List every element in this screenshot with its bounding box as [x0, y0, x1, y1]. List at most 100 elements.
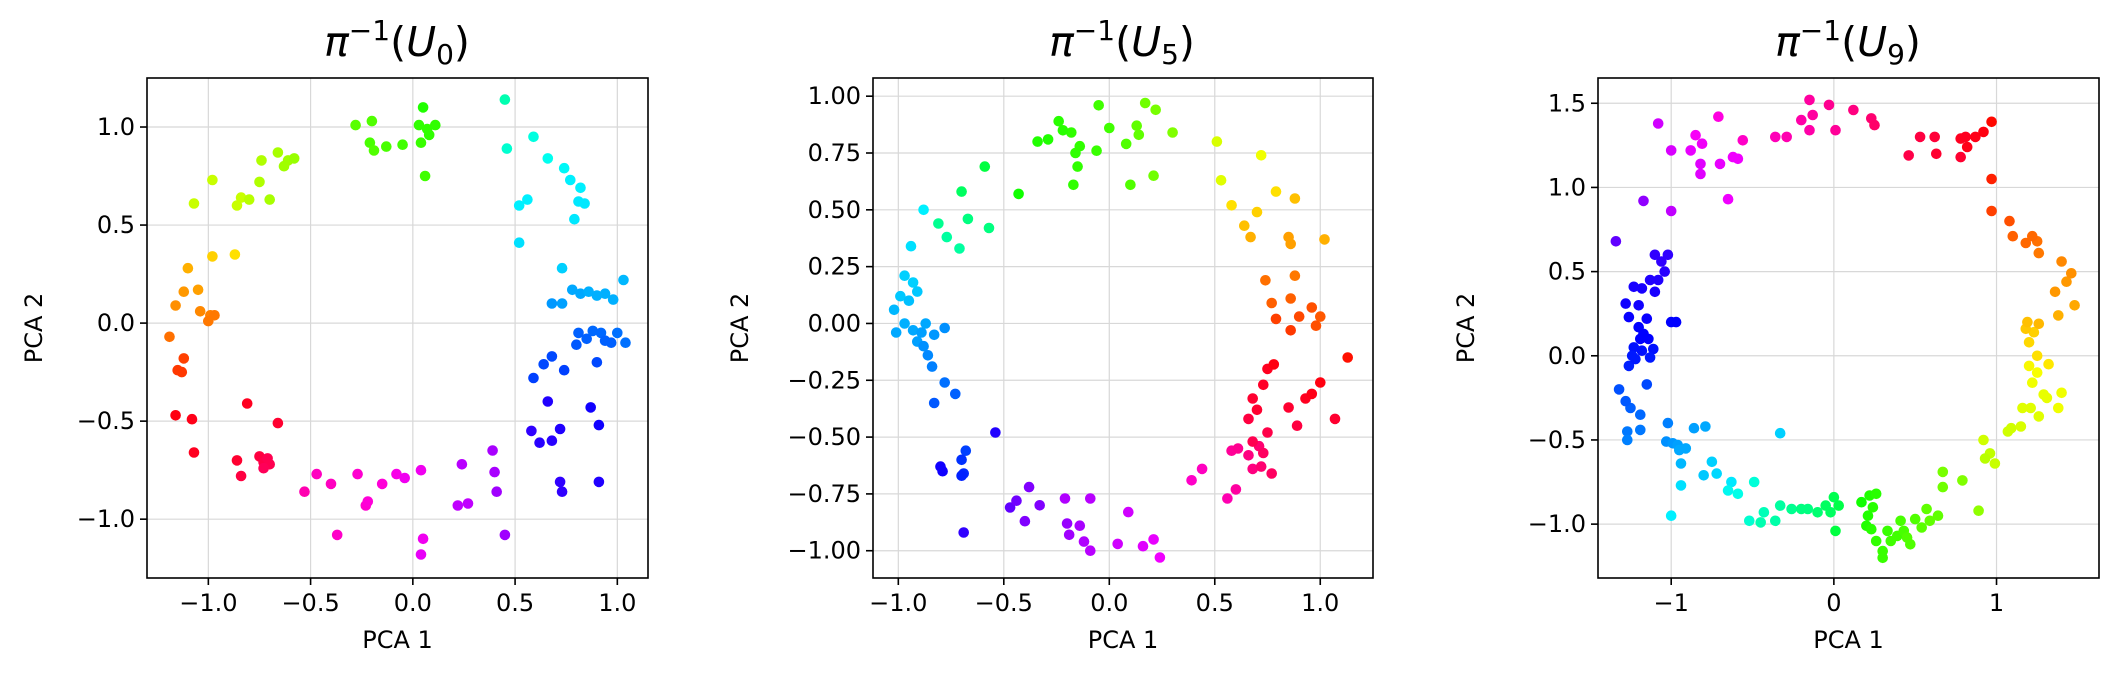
data-point — [1804, 94, 1815, 106]
data-point — [939, 377, 950, 388]
title-base: π — [1049, 18, 1075, 66]
data-point — [1268, 359, 1280, 370]
data-point — [1266, 468, 1277, 479]
data-point — [1285, 293, 1296, 304]
data-point — [1255, 150, 1267, 161]
data-point — [311, 468, 323, 480]
data-point — [1255, 461, 1267, 472]
data-point — [956, 186, 967, 197]
data-point — [1291, 420, 1303, 432]
data-point — [1828, 491, 1840, 503]
data-point — [1112, 538, 1123, 550]
data-point — [573, 327, 584, 339]
data-point — [888, 304, 900, 316]
data-point — [1059, 493, 1071, 504]
data-point — [2007, 230, 2019, 242]
data-point — [954, 243, 965, 254]
data-point — [2020, 237, 2032, 249]
title-close-paren: ) — [1179, 18, 1195, 66]
data-point — [1123, 506, 1134, 518]
data-point — [1623, 311, 1635, 323]
title-letter: U — [1857, 18, 1887, 66]
data-point — [462, 498, 474, 509]
data-point — [1019, 515, 1031, 527]
data-point — [595, 327, 607, 339]
data-point — [1630, 353, 1641, 365]
data-point — [1032, 136, 1043, 147]
data-point — [933, 218, 944, 229]
chart-title: π−1(U9) — [1775, 14, 1921, 71]
data-point — [1722, 193, 1734, 205]
data-point — [262, 453, 273, 464]
data-point — [1641, 379, 1653, 390]
data-point — [1636, 283, 1648, 294]
data-point — [1148, 170, 1159, 181]
data-point — [2031, 367, 2043, 378]
data-point — [1957, 475, 1968, 486]
data-point — [170, 300, 181, 311]
data-point — [1329, 413, 1341, 425]
data-point — [1091, 145, 1102, 156]
data-point — [415, 549, 427, 560]
data-point — [958, 527, 969, 538]
data-point — [546, 351, 558, 362]
data-point — [417, 102, 429, 113]
data-point — [1641, 313, 1653, 325]
data-point — [2033, 318, 2045, 330]
data-point — [2022, 316, 2033, 328]
x-tick-label: 0.5 — [1196, 589, 1234, 617]
data-point — [1315, 377, 1326, 388]
data-point — [567, 284, 578, 296]
data-point — [522, 194, 533, 205]
data-point — [607, 294, 619, 305]
title-close-paren: ) — [1905, 18, 1921, 66]
data-point — [1665, 510, 1677, 521]
data-point — [1675, 480, 1687, 491]
data-point — [1921, 503, 1932, 515]
data-point — [920, 318, 931, 329]
data-point — [1310, 320, 1322, 332]
data-point — [1774, 427, 1786, 439]
data-point — [554, 476, 566, 488]
data-point — [456, 459, 468, 470]
data-point — [538, 359, 549, 370]
data-point — [1937, 466, 1949, 478]
data-point — [1848, 104, 1859, 116]
y-tick-label: −1.0 — [1528, 510, 1586, 538]
data-point — [1830, 525, 1841, 537]
data-point — [1706, 456, 1718, 468]
data-point — [419, 170, 431, 182]
data-point — [956, 470, 967, 482]
data-point — [1804, 124, 1815, 136]
data-point — [1262, 427, 1273, 438]
data-point — [264, 194, 276, 205]
y-tick-label: 0.25 — [808, 253, 861, 281]
data-point — [368, 145, 380, 156]
data-point — [350, 119, 361, 131]
data-point — [2027, 230, 2038, 242]
data-point — [1013, 188, 1024, 200]
data-point — [1137, 540, 1149, 552]
data-point — [554, 423, 566, 435]
x-tick-label: −1 — [1654, 589, 1689, 617]
data-point — [1247, 436, 1258, 447]
data-point — [2041, 392, 2053, 404]
data-point — [2056, 387, 2067, 399]
data-point — [381, 141, 392, 152]
data-point — [1786, 503, 1797, 515]
y-tick-label: 1.0 — [1548, 173, 1586, 201]
data-point — [1620, 395, 1631, 407]
data-point — [254, 176, 265, 188]
data-point — [2056, 256, 2067, 267]
data-point — [899, 318, 910, 329]
data-point — [542, 153, 554, 164]
chart-title: π−1(U0) — [324, 14, 470, 71]
data-point — [620, 337, 631, 349]
data-point — [501, 143, 513, 154]
data-point — [1635, 409, 1646, 421]
data-point — [1085, 545, 1096, 556]
y-tick-label: 1.0 — [97, 113, 135, 141]
data-point — [1622, 426, 1633, 437]
data-point — [366, 115, 378, 127]
data-point — [928, 329, 940, 341]
